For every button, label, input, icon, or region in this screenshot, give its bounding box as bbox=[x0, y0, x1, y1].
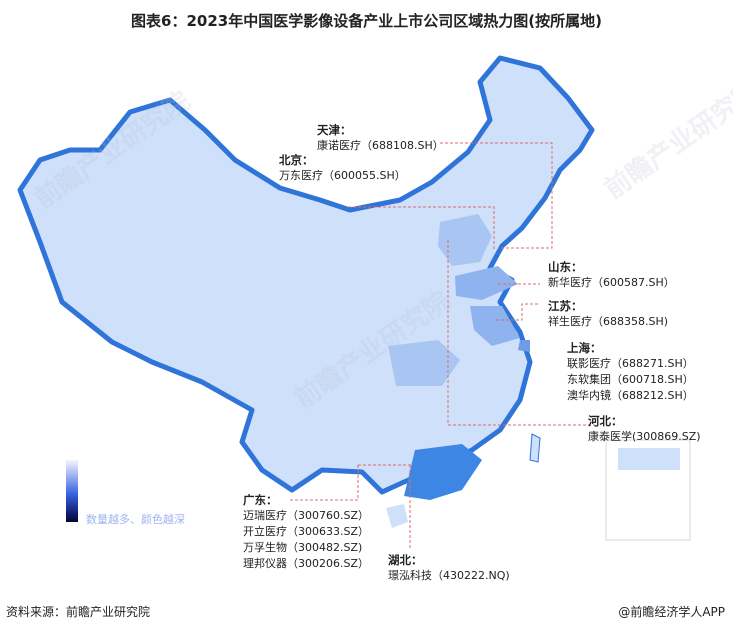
taiwan-island bbox=[529, 433, 541, 463]
china-outline bbox=[17, 55, 595, 495]
region-guangdong bbox=[404, 444, 482, 500]
chart-title: 图表6：2023年中国医学影像设备产业上市公司区域热力图(按所属地) bbox=[131, 12, 602, 30]
label-shanghai: 上海： 联影医疗（688271.SH） 东软集团（600718.SH） 澳华内镜… bbox=[567, 341, 694, 402]
legend-text: 数量越多、颜色越深 bbox=[86, 513, 185, 526]
label-guangdong: 广东： 迈瑞医疗（300760.SZ） 开立医疗（300633.SZ） 万孚生物… bbox=[243, 493, 370, 570]
region-jiangsu bbox=[470, 306, 520, 346]
label-jiangsu: 江苏： 祥生医疗（688358.SH) bbox=[548, 299, 669, 328]
label-hubei: 湖北： 璟泓科技（430222.NQ) bbox=[388, 553, 510, 582]
inset-islands bbox=[618, 448, 680, 470]
label-beijing: 北京： 万东医疗（600055.SH） bbox=[279, 153, 406, 182]
app-credit: @前瞻经济学人APP bbox=[618, 605, 725, 619]
leader-lines bbox=[290, 142, 595, 550]
label-shandong: 山东： 新华医疗（600587.SH） bbox=[548, 260, 675, 289]
region-shandong bbox=[455, 266, 518, 300]
region-hubei bbox=[388, 340, 460, 386]
label-hebei: 河北： 康泰医学(300869.SZ) bbox=[588, 414, 701, 443]
region-hebei-beijing bbox=[438, 214, 492, 266]
legend-gradient bbox=[66, 460, 78, 522]
hainan-island bbox=[386, 504, 408, 528]
label-tianjin: 天津： 康诺医疗（688108.SH） bbox=[317, 123, 444, 152]
region-shanghai bbox=[518, 340, 530, 352]
source-note: 资料来源：前瞻产业研究院 bbox=[6, 605, 151, 619]
